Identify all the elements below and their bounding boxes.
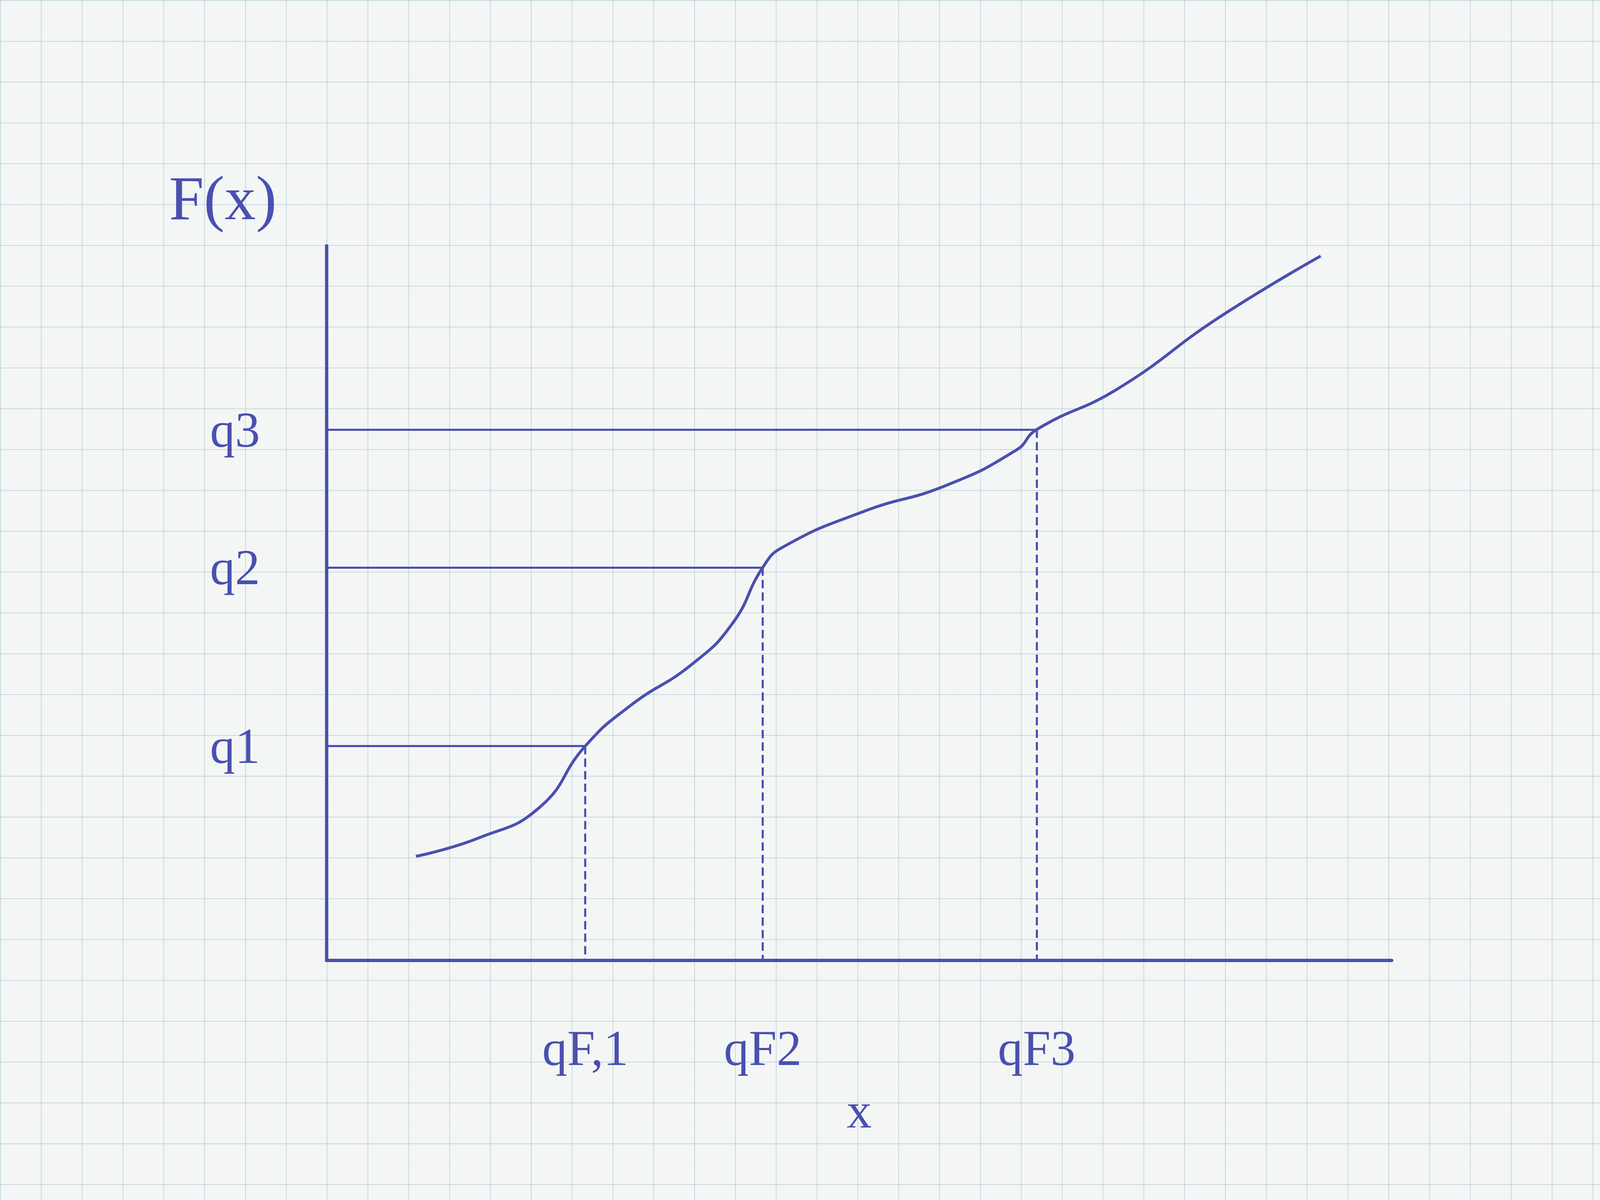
svg-text:qF,1: qF,1 xyxy=(542,1020,629,1076)
svg-text:x: x xyxy=(846,1082,872,1139)
svg-text:q2: q2 xyxy=(210,539,260,595)
svg-text:q3: q3 xyxy=(210,402,260,458)
svg-text:F(x): F(x) xyxy=(169,163,277,233)
svg-text:qF3: qF3 xyxy=(997,1020,1076,1076)
svg-text:qF2: qF2 xyxy=(723,1020,802,1076)
svg-text:q1: q1 xyxy=(210,718,260,774)
